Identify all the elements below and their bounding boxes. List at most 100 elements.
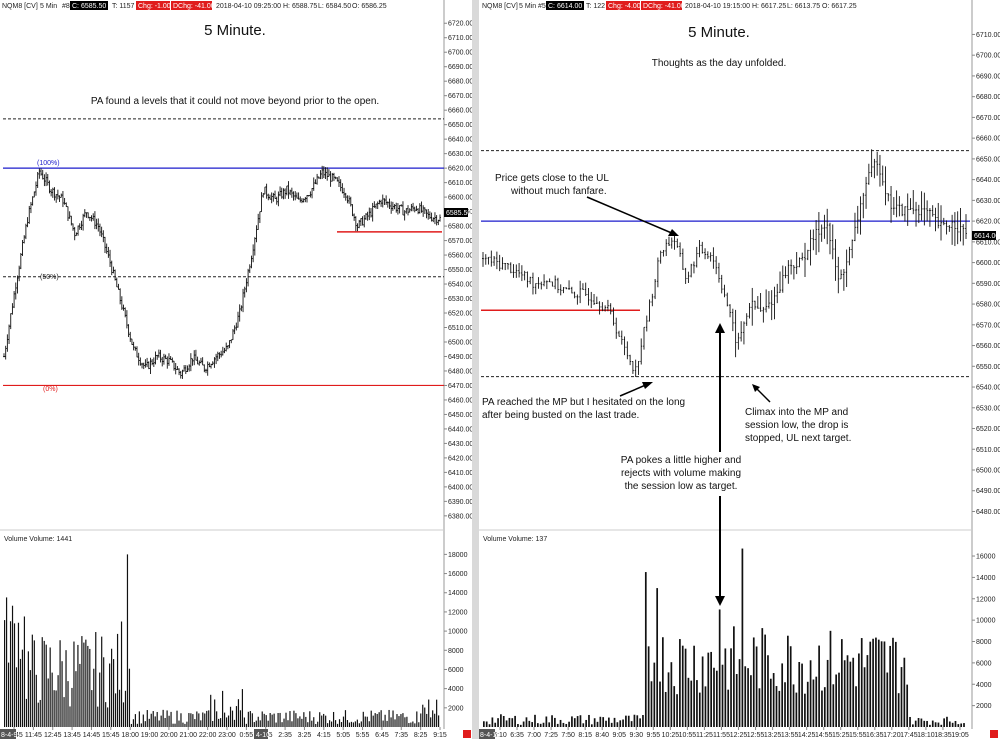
price-axis-tick-label: 6590.00 xyxy=(976,281,1000,288)
candle xyxy=(618,330,621,337)
candle xyxy=(717,262,720,283)
volume-bar xyxy=(384,714,386,727)
candle xyxy=(329,171,332,187)
arrow-mp xyxy=(619,383,649,397)
candle xyxy=(662,249,665,257)
price-axis-tick-label: 6580.00 xyxy=(448,224,473,231)
volume-bar xyxy=(823,687,826,727)
time-axis-tick-label: 10:25 xyxy=(662,732,680,739)
candle xyxy=(218,352,221,359)
volume-bar xyxy=(245,723,247,727)
candle xyxy=(556,277,559,294)
right-chart-panel: NQM8 [CV] 5 Min #5 C: 6614.00 T: 122 Chg… xyxy=(479,0,1000,739)
time-axis-tick-label: 6:35 xyxy=(510,732,524,739)
price-axis-tick-label: 6540.00 xyxy=(448,282,473,289)
volume-bar xyxy=(350,721,353,727)
left-last-price-label: 6585.50 xyxy=(446,210,471,217)
volume-bar xyxy=(182,722,184,727)
volume-bar xyxy=(576,716,579,727)
price-axis-tick-label: 6720.00 xyxy=(448,21,473,28)
candle xyxy=(831,224,834,260)
candle xyxy=(401,201,404,216)
candle xyxy=(895,190,898,218)
left-header-close-badge xyxy=(70,1,108,10)
volume-bar xyxy=(528,720,531,727)
candle xyxy=(263,186,266,195)
volume-bar xyxy=(227,715,230,727)
price-axis-tick-label: 6460.00 xyxy=(448,397,473,404)
candle xyxy=(690,263,693,278)
time-axis-tick-label: 8:25 xyxy=(414,732,428,739)
candle xyxy=(529,276,532,285)
volume-bar xyxy=(809,660,812,727)
candle xyxy=(191,358,194,366)
candle xyxy=(381,194,384,208)
volume-axis-tick-label: 6000 xyxy=(976,660,992,667)
time-axis-tick-label: 9:55 xyxy=(647,732,661,739)
arrow-ul xyxy=(586,196,675,235)
candle xyxy=(892,197,895,215)
volume-bar xyxy=(568,721,570,727)
price-axis-tick-label: 6610.00 xyxy=(448,180,473,187)
volume-bar xyxy=(198,713,200,727)
volume-bar xyxy=(863,667,866,727)
right-annotation-climax-1: Climax into the MP and xyxy=(745,407,848,418)
candle xyxy=(29,201,32,214)
volume-bar xyxy=(619,720,622,727)
candle xyxy=(114,269,117,281)
candle xyxy=(238,304,241,322)
volume-bar xyxy=(795,692,798,727)
volume-bar xyxy=(414,723,416,727)
candle xyxy=(948,225,951,232)
candle xyxy=(248,264,251,274)
candle xyxy=(122,304,125,311)
candle xyxy=(423,207,426,214)
candle xyxy=(817,212,820,253)
candle xyxy=(848,246,851,266)
volume-bar xyxy=(9,621,12,727)
volume-bar xyxy=(650,681,653,727)
volume-bar xyxy=(693,645,695,727)
candle xyxy=(915,201,918,227)
candle xyxy=(376,201,379,209)
price-axis-tick-label: 6380.00 xyxy=(448,513,473,520)
volume-bar xyxy=(43,640,45,727)
price-axis-tick-label: 6560.00 xyxy=(976,343,1000,350)
time-axis-tick-label: 12:25 xyxy=(730,732,748,739)
time-axis-tick-label: 10:55 xyxy=(679,732,697,739)
candle xyxy=(781,265,784,293)
volume-bar xyxy=(730,648,732,727)
volume-bar xyxy=(562,722,565,727)
candle xyxy=(579,280,582,304)
candle xyxy=(526,271,529,288)
candle xyxy=(937,202,940,229)
candle xyxy=(216,351,219,362)
right-volume-axis: 16000 14000 12000 10000 8000 6000 4000 2000 xyxy=(972,554,996,710)
volume-bar xyxy=(491,717,494,727)
candle xyxy=(751,287,754,326)
candle xyxy=(629,354,632,366)
volume-bar xyxy=(687,677,690,727)
candle xyxy=(36,172,39,188)
volume-bar xyxy=(917,718,920,727)
candle xyxy=(188,364,191,372)
candle xyxy=(606,299,609,312)
volume-bar xyxy=(277,712,279,727)
volume-bar xyxy=(525,717,528,727)
time-axis-tick-label: 18:00 xyxy=(121,732,139,739)
candle xyxy=(645,315,648,332)
panel-separator[interactable] xyxy=(472,0,479,739)
right-header-chg-badge xyxy=(606,1,640,10)
candle xyxy=(856,205,859,234)
candle xyxy=(435,215,438,226)
price-axis-tick-label: 6500.00 xyxy=(976,468,1000,475)
candle xyxy=(959,208,962,242)
candle xyxy=(828,222,831,255)
volume-bar xyxy=(571,716,573,727)
volume-bar xyxy=(206,710,208,727)
candle xyxy=(715,256,718,275)
candle xyxy=(198,360,201,366)
volume-bar xyxy=(348,722,351,727)
candle xyxy=(623,336,626,356)
volume-bar xyxy=(243,717,245,727)
